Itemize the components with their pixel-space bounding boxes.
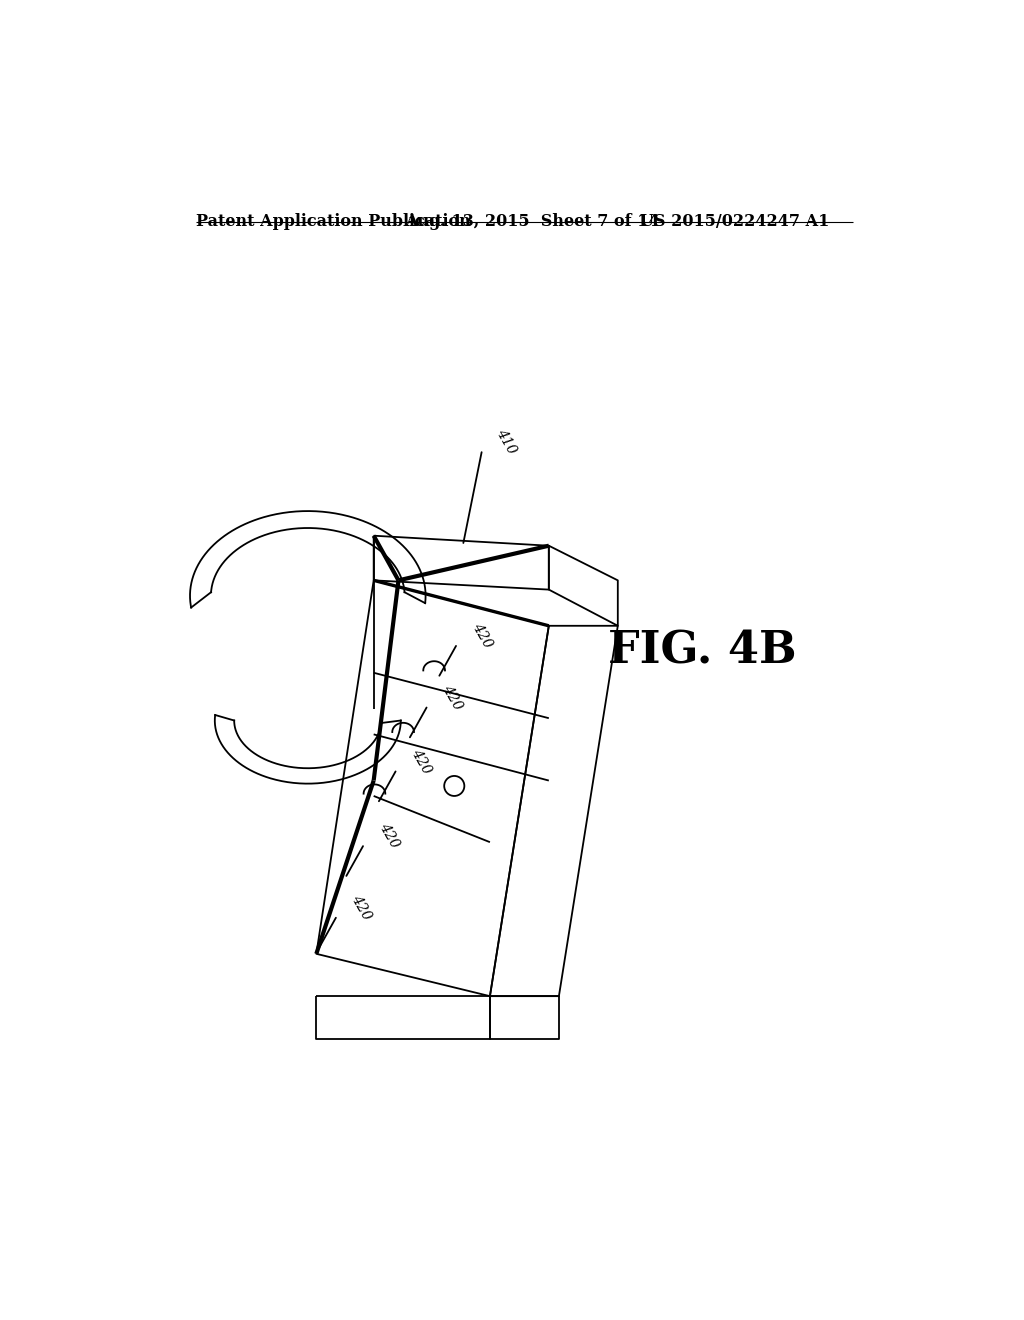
- Text: 420: 420: [409, 746, 434, 776]
- Text: 420: 420: [376, 821, 401, 851]
- Text: FIG. 4B: FIG. 4B: [608, 630, 797, 673]
- Text: 410: 410: [494, 426, 519, 457]
- Text: 420: 420: [349, 892, 375, 923]
- Text: Aug. 13, 2015  Sheet 7 of 14: Aug. 13, 2015 Sheet 7 of 14: [406, 213, 659, 230]
- Text: 420: 420: [439, 682, 465, 713]
- Text: US 2015/0224247 A1: US 2015/0224247 A1: [640, 213, 828, 230]
- Text: 420: 420: [469, 620, 495, 651]
- Text: Patent Application Publication: Patent Application Publication: [197, 213, 471, 230]
